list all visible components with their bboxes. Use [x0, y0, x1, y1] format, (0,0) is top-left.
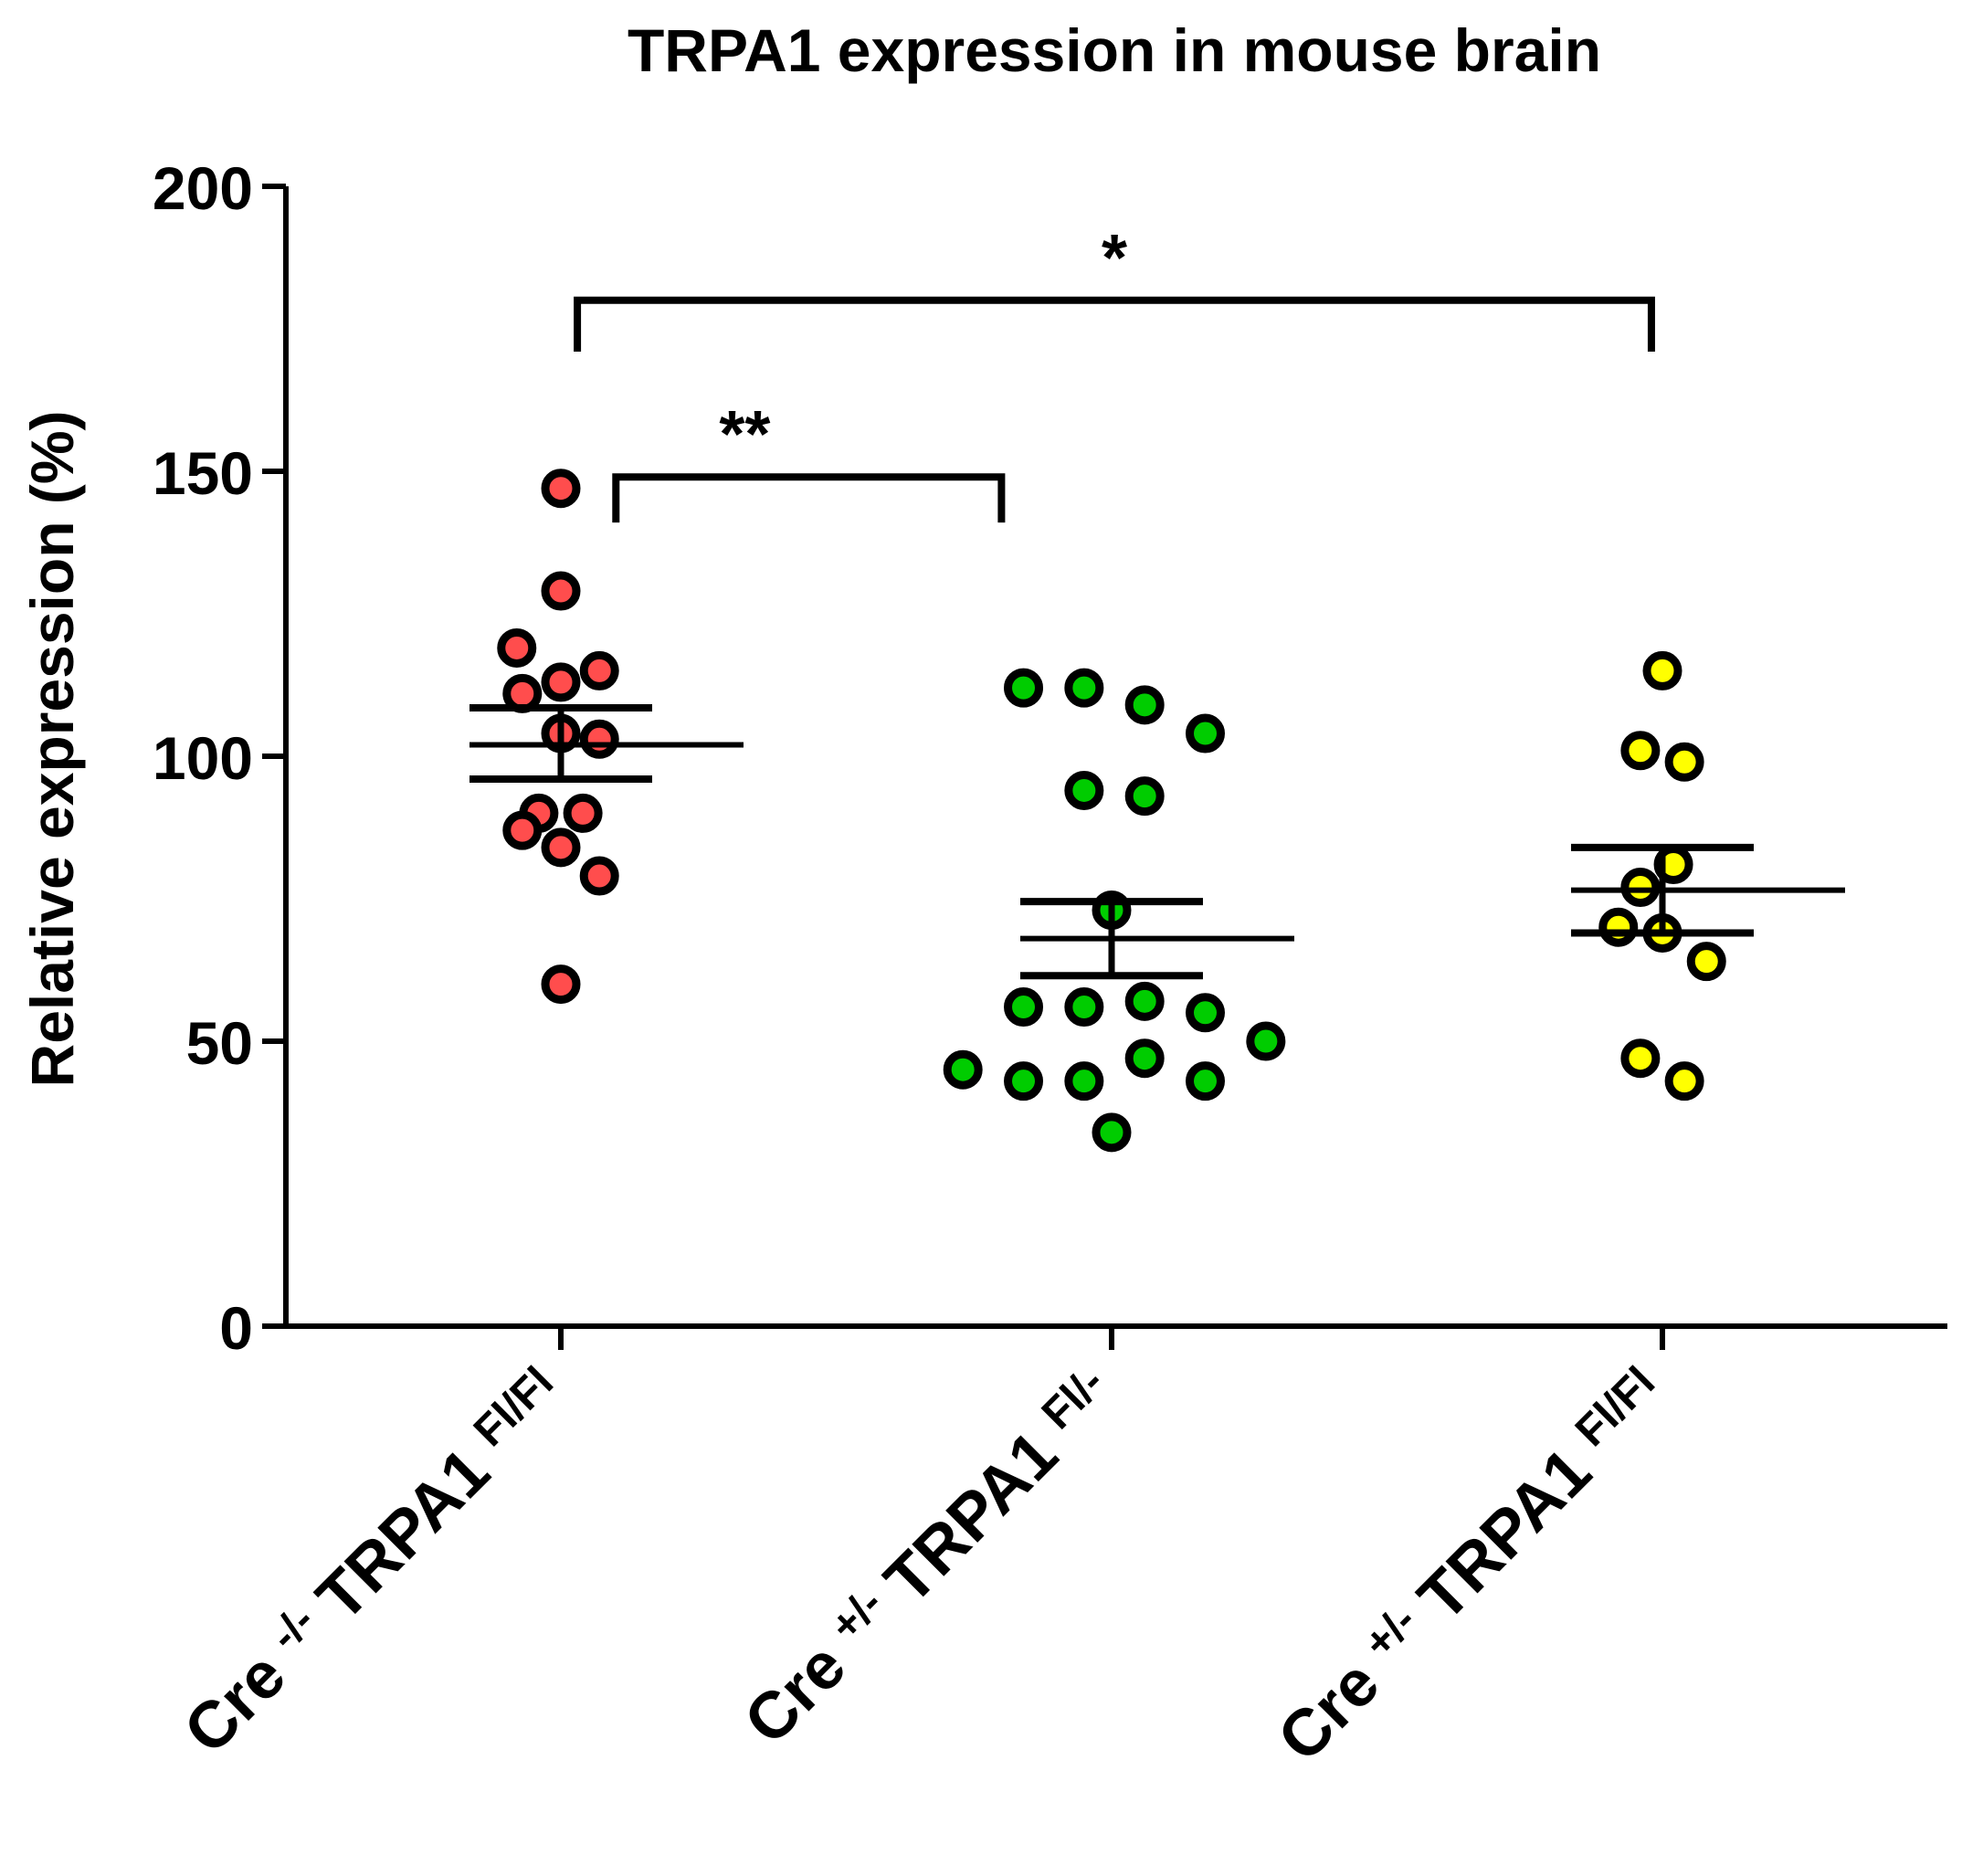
data-point — [1064, 987, 1104, 1028]
y-tick-label: 0 — [219, 1294, 253, 1362]
data-point — [579, 650, 619, 690]
data-point — [1686, 942, 1726, 982]
data-point — [541, 571, 581, 611]
data-point — [1664, 1061, 1704, 1101]
x-category-label: Cre -/- TRPA1 Fl/Fl — [170, 1358, 580, 1768]
data-point — [1620, 1038, 1661, 1079]
x-label-text: TRPA1 — [1392, 1422, 1619, 1649]
data-point — [1124, 1038, 1165, 1079]
data-point — [1124, 981, 1165, 1021]
data-point — [541, 469, 581, 509]
data-point — [1246, 1021, 1286, 1061]
data-point — [1004, 668, 1044, 708]
significance-bracket — [574, 296, 1655, 352]
data-point — [1064, 1061, 1104, 1101]
data-point — [497, 627, 537, 668]
data-point — [563, 793, 603, 833]
data-point — [1620, 868, 1661, 908]
data-point — [1620, 731, 1661, 771]
significance-brackets: *** — [574, 222, 1655, 523]
data-point — [1664, 742, 1704, 782]
x-label-text: TRPA1 — [290, 1422, 517, 1649]
y-tick-label: 100 — [153, 724, 253, 792]
data-point — [1092, 1112, 1132, 1153]
data-point — [541, 827, 581, 868]
data-point — [1064, 668, 1104, 708]
data-point — [579, 719, 619, 759]
data-point — [1064, 770, 1104, 810]
data-point — [1124, 685, 1165, 725]
x-category-label: Cre +/- TRPA1 Fl/- — [731, 1358, 1131, 1758]
significance-bracket — [612, 473, 1006, 523]
data-point — [541, 662, 581, 702]
significance-label: ** — [719, 398, 770, 471]
data-point — [1598, 907, 1639, 947]
y-tick-label: 150 — [153, 439, 253, 507]
x-axis-ticks — [558, 1326, 1665, 1350]
data-point — [1642, 650, 1682, 690]
x-label-text: TRPA1 — [858, 1405, 1084, 1631]
data-point — [1004, 1061, 1044, 1101]
x-axis-labels: Cre -/- TRPA1 Fl/Fl Cre +/- TRPA1 Fl/- Cre… — [170, 1358, 1682, 1776]
x-category-label: Cre +/- TRPA1 Fl/Fl — [1264, 1358, 1682, 1776]
y-axis-label: Relative expression (%) — [18, 411, 86, 1088]
data-point — [943, 1049, 983, 1090]
data-point — [1186, 993, 1226, 1033]
y-axis-ticks: 0 50 100 150 200 — [153, 154, 286, 1362]
data-point — [502, 810, 543, 850]
data-point — [1186, 1061, 1226, 1101]
data-point — [1186, 713, 1226, 754]
y-tick-label: 50 — [186, 1009, 253, 1077]
data-points — [497, 469, 1726, 1153]
data-point — [579, 856, 619, 896]
y-tick-label: 200 — [153, 154, 253, 222]
significance-label: * — [1102, 222, 1127, 295]
data-point — [1124, 776, 1165, 817]
mean-sem-bars — [469, 703, 1845, 980]
data-point — [1004, 987, 1044, 1028]
data-point — [541, 964, 581, 1005]
chart-title: TRPA1 expression in mouse brain — [628, 16, 1601, 84]
